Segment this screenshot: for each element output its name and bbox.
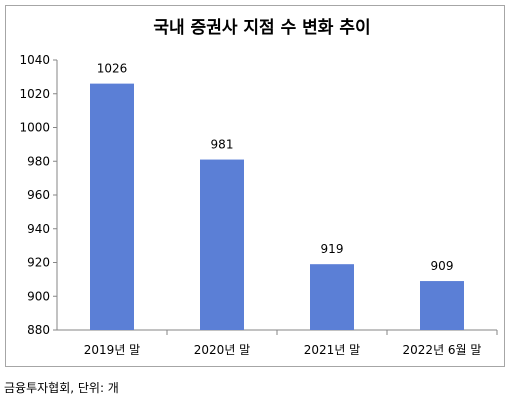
x-tick-label: 2021년 말: [304, 343, 360, 357]
data-label: 981: [211, 138, 234, 152]
bar: [310, 264, 354, 330]
data-label: 919: [321, 242, 344, 256]
data-label: 909: [431, 259, 454, 273]
y-tick-label: 940: [27, 222, 50, 236]
bar: [90, 83, 134, 330]
y-tick-label: 920: [27, 256, 50, 270]
chart-title: 국내 증권사 지점 수 변화 추이: [153, 18, 370, 38]
y-tick-label: 900: [27, 289, 50, 303]
y-tick-label: 960: [27, 188, 50, 202]
y-tick-label: 1020: [19, 87, 50, 101]
y-tick-label: 1000: [19, 121, 50, 135]
y-tick-label: 880: [27, 323, 50, 337]
data-label: 1026: [97, 62, 128, 76]
source-note: 금융투자협회, 단위: 개: [4, 381, 119, 395]
x-tick-label: 2019년 말: [84, 343, 140, 357]
bar: [200, 159, 244, 330]
y-tick-label: 980: [27, 154, 50, 168]
x-tick-label: 2022년 6월 말: [403, 343, 482, 357]
x-tick-label: 2020년 말: [194, 343, 250, 357]
bar: [420, 281, 464, 330]
y-tick-label: 1040: [19, 53, 50, 67]
